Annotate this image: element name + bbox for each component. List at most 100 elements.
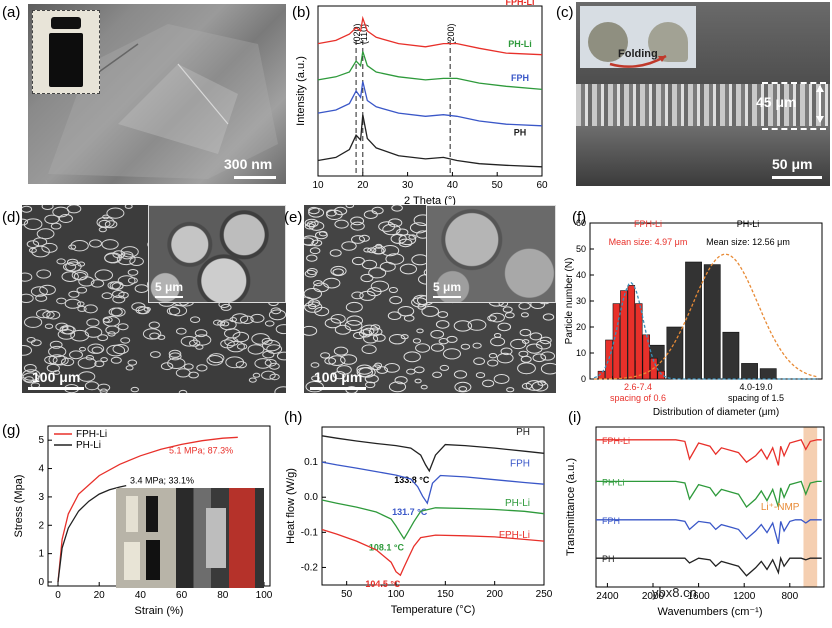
pore-edge: [262, 350, 275, 359]
pore-edge: [150, 351, 161, 358]
photo-inset: Folding: [580, 6, 696, 68]
pore-edge: [224, 328, 241, 339]
pore-edge: [540, 362, 556, 375]
pore-edge: [24, 316, 43, 328]
peak-temp-label: 108.1 °C: [369, 543, 405, 553]
pore-edge: [264, 359, 277, 367]
sem-image-ph-li-surface: 5 μm 100 μm: [304, 205, 556, 393]
x-tick-label: 1200: [733, 591, 756, 602]
pore-edge: [510, 338, 527, 350]
pore-edge: [56, 297, 67, 305]
pore-edge: [100, 357, 108, 363]
pore-edge: [381, 245, 400, 257]
pore-edge: [99, 388, 108, 393]
pore-edge: [236, 343, 248, 350]
peak-label: (110): [359, 24, 369, 44]
pore-edge: [360, 273, 374, 283]
pore-edge: [135, 306, 149, 315]
pore-edge: [50, 222, 62, 230]
pore-edge: [266, 344, 283, 355]
pore-edge: [98, 219, 111, 228]
inset-scale-label: 5 μm: [433, 280, 462, 294]
y-tick-label: 20: [576, 322, 586, 332]
pore-edge: [309, 247, 321, 255]
pore-edge: [313, 282, 330, 293]
pore-edge: [247, 344, 265, 355]
pore-edge: [332, 268, 344, 276]
x-axis-label: Distribution of diameter (μm): [653, 407, 779, 418]
pore-edge: [430, 330, 445, 339]
annotation-fph-range: 2.6-7.4: [624, 382, 652, 392]
y-tick-label: 4: [38, 464, 44, 475]
legend-label-fph: FPH: [510, 458, 530, 469]
panel-a: (a) 300 nm: [0, 0, 290, 190]
series-line-fph: [317, 81, 543, 127]
scale-bar-label: 50 μm: [772, 156, 813, 172]
pore-edge: [497, 322, 512, 332]
legend-label-fph: FPH: [602, 516, 620, 526]
pore-edge: [482, 379, 495, 388]
pore-edge: [35, 294, 48, 302]
pore-edge: [52, 355, 69, 366]
series-line-ph-li: [57, 484, 127, 583]
fit-curve: [594, 253, 819, 380]
pore-edge: [252, 372, 261, 378]
pore-edge: [319, 231, 328, 237]
pore-edge: [306, 254, 318, 262]
folding-label: Folding: [618, 48, 658, 60]
pore-edge: [334, 219, 349, 229]
pore-edge: [196, 364, 208, 372]
pore-edge: [220, 303, 232, 311]
pore-edge: [467, 319, 487, 331]
pore-edge: [78, 276, 95, 287]
annotation-ph-range: 4.0-19.0: [739, 382, 772, 392]
pore-edge: [208, 353, 225, 364]
pore-edge: [101, 239, 119, 250]
pore-edge: [148, 321, 160, 329]
pore-edge: [364, 381, 376, 389]
pore-edge: [274, 386, 286, 393]
panel-label: (f): [572, 209, 587, 226]
pore-edge: [529, 332, 543, 341]
sheet-texture: [48, 24, 278, 179]
x-axis-label: Wavenumbers (cm⁻¹): [657, 606, 762, 618]
pore-edge: [384, 363, 400, 373]
pore-edge: [376, 366, 389, 374]
inset-scale-bar: [433, 296, 461, 298]
zoom-inset: 5 μm: [148, 205, 286, 303]
pore-edge: [488, 353, 498, 359]
pore-edge: [190, 316, 201, 323]
vial-liquid: [49, 33, 83, 87]
annotation-fph-li-break: 5.1 MPa; 87.3%: [169, 445, 233, 455]
pore-edge: [213, 319, 223, 326]
pore-edge: [506, 387, 515, 393]
x-tick-label: 1600: [687, 591, 710, 602]
annotation-ph-size: Mean size: 12.56 μm: [706, 237, 790, 247]
pore-edge: [443, 348, 461, 360]
pore-edge: [71, 270, 89, 281]
pore-edge: [76, 286, 88, 294]
bar-fph-li: [635, 303, 643, 380]
pore-edge: [68, 290, 80, 298]
pore-edge: [351, 235, 365, 244]
pore-edge: [220, 339, 235, 349]
pore-edge: [129, 256, 144, 267]
pore-edge: [168, 352, 182, 361]
pore-edge: [176, 327, 187, 335]
pore-edge: [458, 386, 468, 392]
pore-edge: [22, 205, 33, 213]
pore-edge: [336, 365, 352, 375]
pore-edge: [86, 318, 100, 327]
pore-edge: [48, 354, 66, 366]
x-tick-label: 100: [256, 590, 273, 601]
pore-edge: [370, 324, 381, 331]
pore-edge: [388, 287, 399, 293]
pore-edge: [63, 262, 77, 272]
pore-edge: [363, 247, 372, 253]
pore-edge: [406, 368, 416, 375]
specimen-clear-icon: [126, 496, 138, 532]
thickness-box: [762, 82, 826, 130]
pore-edge: [102, 316, 113, 324]
pore-edge: [23, 364, 37, 373]
scale-bar: [234, 176, 276, 179]
